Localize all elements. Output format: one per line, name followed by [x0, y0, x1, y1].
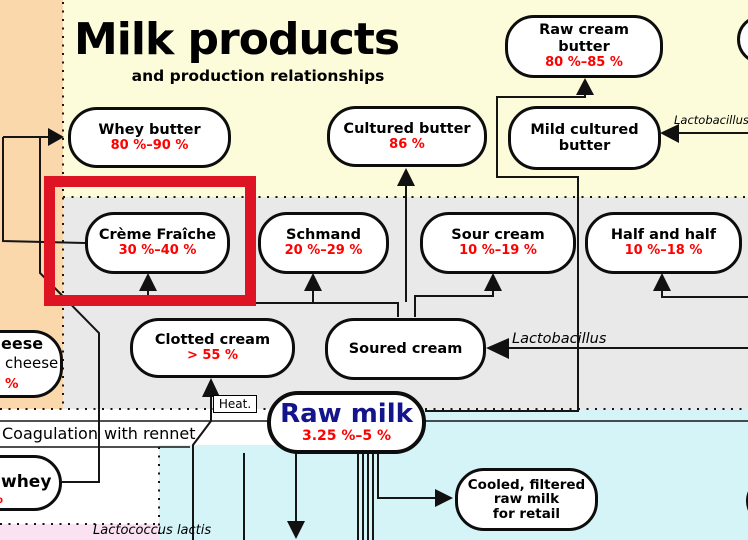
bg-pink-region [0, 524, 159, 540]
node-label: Mild cultured [530, 121, 639, 138]
node-percent: 80 %–85 % [545, 54, 623, 70]
node-label: Crème Fraîche [98, 227, 217, 244]
node-label: Half and half [610, 227, 717, 244]
page-subtitle: and production relationships [131, 67, 385, 85]
node-schmand: Schmand 20 %–29 % [258, 212, 389, 274]
coagulation-rennet-label: with rennet [104, 424, 196, 443]
node-percent: 3.25 %–5 % [301, 427, 392, 444]
node-label: Whey butter [98, 121, 201, 138]
heat-label: Heat. [213, 395, 257, 413]
node-cheese-partial-label2: cheese [5, 354, 59, 372]
node-raw-cream-butter: Raw cream butter 80 %–85 % [505, 15, 663, 78]
node-whey-partial-label: whey [1, 472, 52, 492]
node-creme-fraiche: Crème Fraîche 30 %–40 % [85, 212, 230, 274]
node-label: butter [558, 138, 611, 154]
node-cheese-partial-label: eese [1, 334, 44, 353]
node-percent: 20 %–29 % [284, 243, 363, 259]
node-percent: 80 %–90 % [110, 137, 189, 153]
node-label: Schmand [286, 227, 361, 244]
lactobacillus-top-label: Lactobacillus [674, 113, 748, 127]
node-label: raw milk [493, 491, 560, 508]
page-title: Milk products [74, 14, 400, 65]
node-soured-cream: Soured cream [325, 318, 486, 380]
node-label: Soured cream [348, 340, 463, 357]
node-label: Clotted cream [154, 332, 271, 349]
node-percent: 10 %–19 % [459, 243, 537, 259]
flow-connectors [2, 94, 748, 540]
coagulation-label: Coagulation [2, 424, 98, 443]
bg-cyan-region-lower [159, 445, 334, 540]
node-percent: > 55 % [186, 348, 239, 364]
node-percent: 30 %–40 % [118, 243, 197, 259]
node-label: Cultured butter [343, 120, 471, 137]
node-label: butter [558, 38, 610, 55]
node-half-and-half: Half and half 10 %–18 % [585, 212, 742, 274]
node-label: Sour cream [451, 227, 545, 244]
node-cooled-filtered-raw-milk: Cooled, filtered raw milk for retail [455, 468, 598, 531]
node-cheese-partial [0, 330, 63, 398]
lactobacillus-middle-label: Lactobacillus [512, 331, 607, 347]
highlight-box [44, 176, 256, 306]
node-cheese-partial-percent: % [5, 376, 19, 392]
lactococcus-lactis-label: Lactococcus lactis [93, 523, 212, 538]
arrowheads [48, 78, 679, 539]
node-percent: 10 %–18 % [624, 243, 703, 259]
node-percent: 86 % [389, 136, 425, 152]
node-label: Cooled, filtered [467, 476, 586, 493]
node-whey-butter: Whey butter 80 %–90 % [68, 107, 231, 168]
node-label: Raw cream [539, 22, 629, 39]
node-whey-partial [0, 455, 62, 511]
node-raw-milk: Raw milk 3.25 %–5 % [267, 391, 426, 454]
node-sour-cream: Sour cream 10 %–19 % [420, 212, 576, 274]
node-clotted-cream: Clotted cream > 55 % [130, 318, 295, 378]
node-whey-partial-percent: % [0, 491, 3, 507]
node-label: for retail [492, 505, 561, 522]
node-mild-cultured-butter: Mild cultured butter [508, 106, 661, 170]
node-cultured-butter: Cultured butter 86 % [327, 106, 487, 167]
node-label: Raw milk [280, 398, 413, 429]
heat-label-text: Heat. [218, 397, 252, 411]
